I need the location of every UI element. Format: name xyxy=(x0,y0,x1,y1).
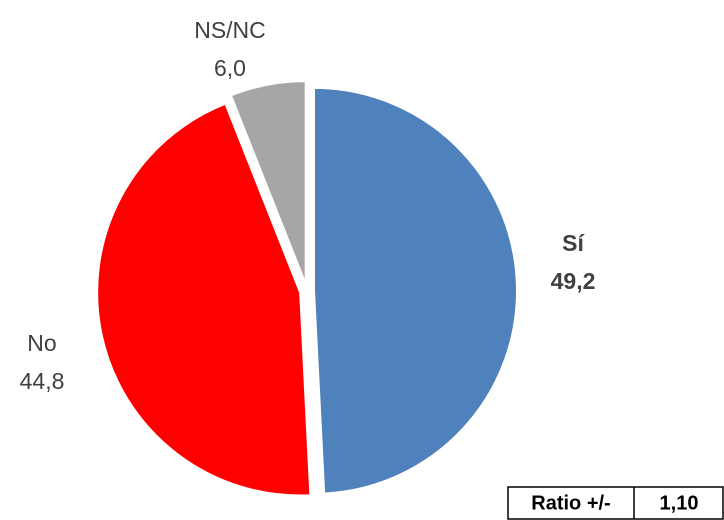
slice-label: NS/NC xyxy=(194,17,266,43)
slice-label: No xyxy=(27,330,56,356)
pie-slice xyxy=(229,80,307,285)
slice-label: Sí xyxy=(562,230,585,256)
pie-slice xyxy=(312,86,519,495)
table-label: Ratio +/- xyxy=(531,492,610,514)
slice-value: 6,0 xyxy=(214,55,246,81)
table-value: 1,10 xyxy=(660,492,699,514)
slice-value: 49,2 xyxy=(551,268,596,294)
slice-value: 44,8 xyxy=(20,368,65,394)
ratio-table xyxy=(507,486,724,520)
pie-slice xyxy=(96,102,312,497)
